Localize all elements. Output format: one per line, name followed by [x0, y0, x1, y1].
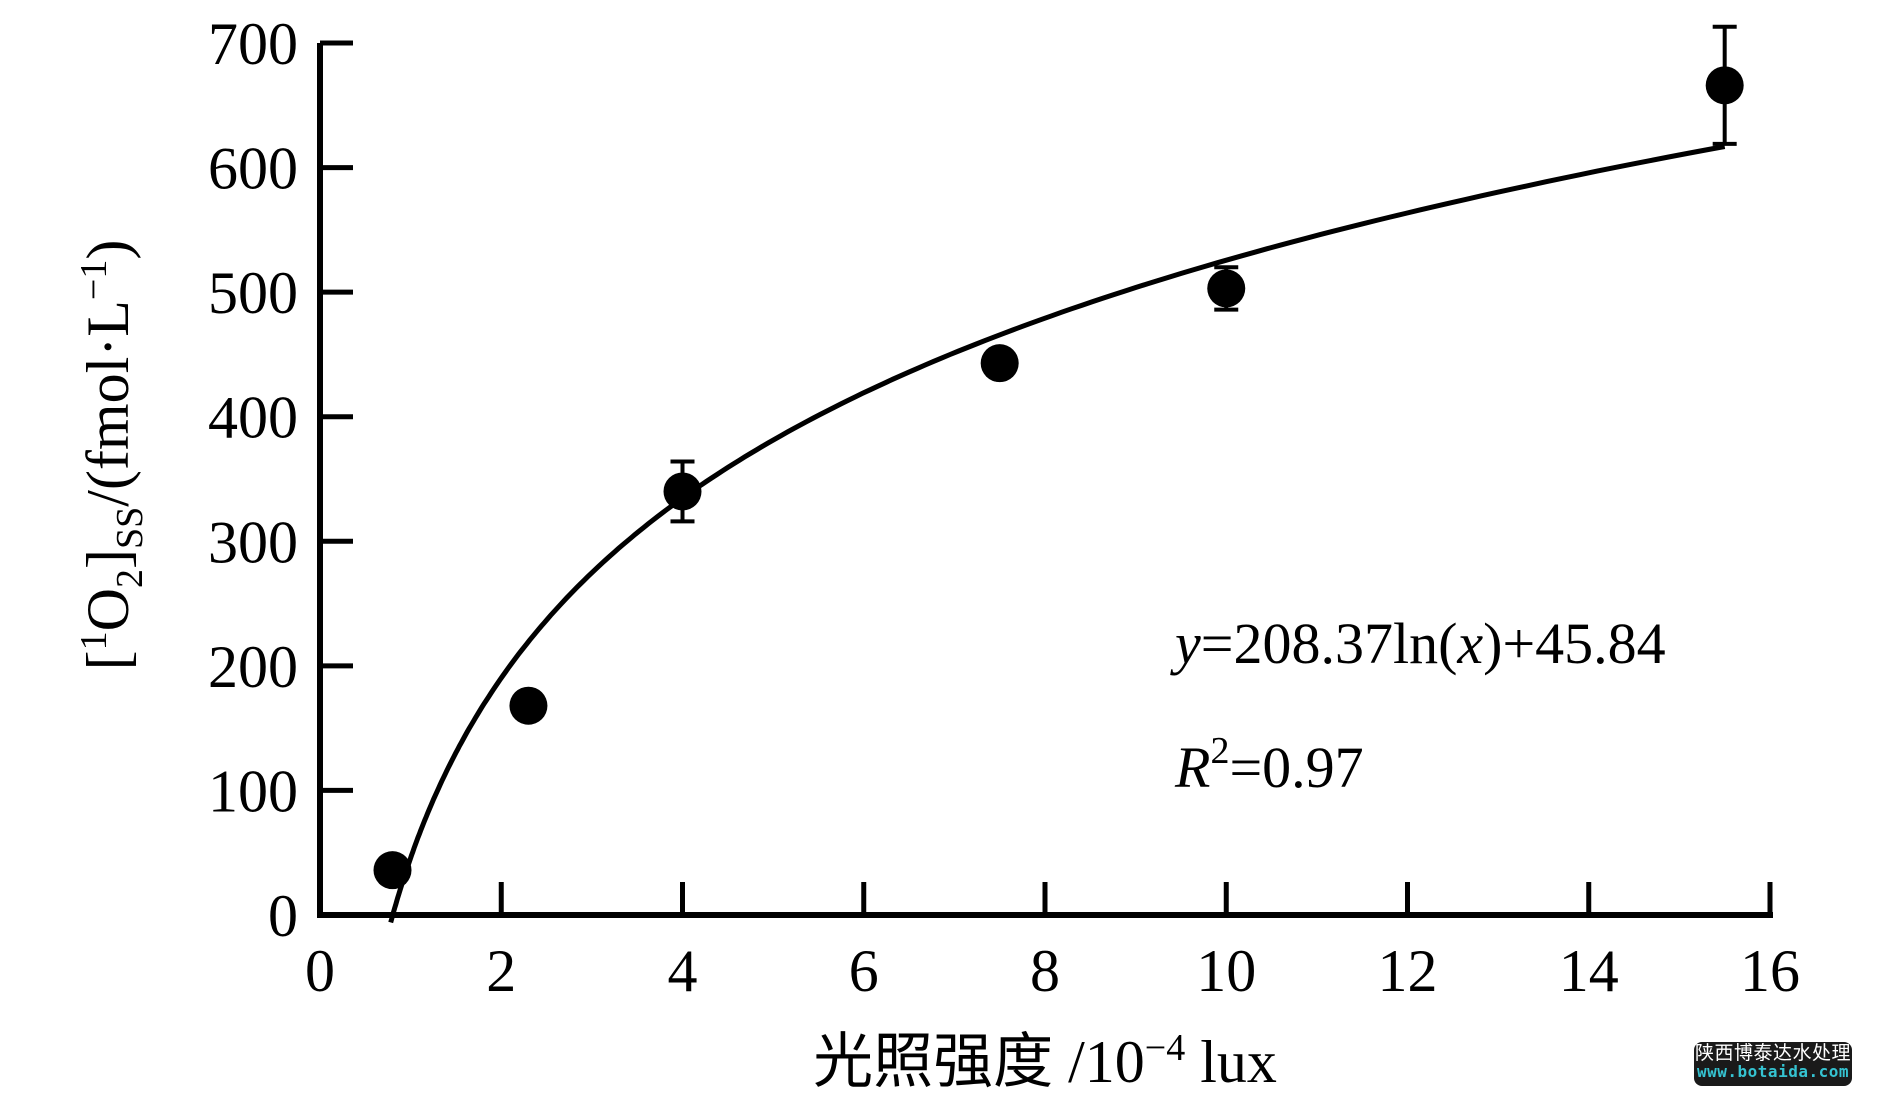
x-tick-label: 6 [849, 938, 879, 1004]
data-point [663, 472, 702, 511]
r-squared-label: R2=0.97 [1174, 730, 1364, 800]
watermark-url: www.botaida.com [1697, 1061, 1849, 1081]
data-point [373, 851, 412, 890]
watermark-badge: 陕西博泰达水处理 www.botaida.com [1694, 1042, 1852, 1086]
y-tick-label: 600 [208, 136, 298, 202]
y-tick-label: 200 [208, 634, 298, 700]
y-tick-label: 300 [208, 509, 298, 575]
data-point [1705, 66, 1744, 105]
data-point [980, 344, 1019, 383]
y-tick-label: 400 [208, 385, 298, 451]
x-tick-label: 0 [305, 938, 335, 1004]
x-tick-label: 10 [1196, 938, 1256, 1004]
x-tick-label: 14 [1559, 938, 1619, 1004]
data-point [509, 686, 548, 725]
x-axis-label: 光照强度 /10−4 lux [813, 1027, 1277, 1095]
fit-curve [388, 144, 1726, 924]
x-tick-label: 4 [668, 938, 698, 1004]
y-tick-label: 500 [208, 260, 298, 326]
y-axis-label: [1O2]SS/(fmol·L−1) [73, 240, 151, 671]
x-tick-label: 2 [486, 938, 516, 1004]
x-tick-label: 16 [1740, 938, 1800, 1004]
data-point [1207, 269, 1246, 308]
fit-equation-label: y=208.37ln(x)+45.84 [1170, 611, 1666, 676]
x-tick-label: 12 [1378, 938, 1438, 1004]
y-tick-label: 0 [268, 883, 298, 949]
y-tick-label: 700 [208, 11, 298, 77]
y-tick-label: 100 [208, 758, 298, 824]
x-tick-label: 8 [1030, 938, 1060, 1004]
watermark-company-name: 陕西博泰达水处理 [1694, 1043, 1851, 1064]
